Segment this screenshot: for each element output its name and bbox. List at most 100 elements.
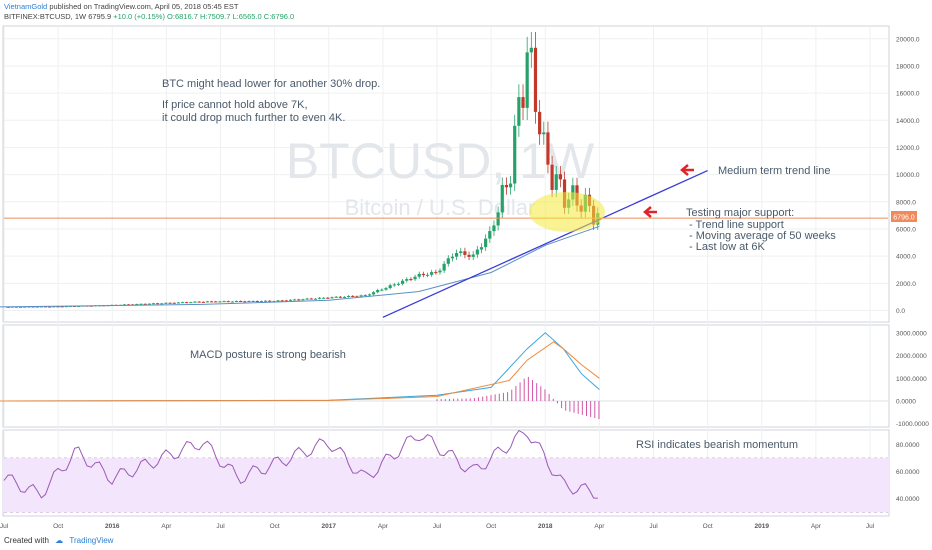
signal-line — [0, 341, 600, 402]
candle-down — [226, 301, 230, 303]
macd-panel — [2, 324, 890, 428]
annotation-support-1: - Trend line support — [689, 219, 784, 231]
candle-down — [546, 132, 550, 165]
candle-up — [222, 301, 226, 303]
price-tag-label: 6796.0 — [893, 215, 915, 222]
candle-up — [513, 125, 517, 184]
macd-tick-label: -1000.0000 — [896, 421, 929, 428]
macd-tick-label: 0.0000 — [896, 399, 916, 406]
candle-up — [380, 289, 384, 291]
candle-up — [147, 303, 151, 305]
candle-down — [172, 302, 176, 304]
candle-up — [305, 298, 309, 300]
candle-up — [454, 253, 459, 257]
candle-up — [500, 184, 504, 213]
candle-up — [293, 299, 297, 301]
candle-down — [521, 97, 525, 108]
price-tick-label: 2000.0 — [896, 281, 916, 288]
candle-down — [19, 306, 23, 308]
author-name[interactable]: VietnamGold — [4, 2, 48, 11]
candle-up — [301, 299, 305, 301]
candle-up — [151, 303, 156, 305]
candle-down — [558, 174, 562, 180]
annotation-support-title: Testing major support: — [686, 207, 794, 219]
candle-up — [396, 283, 401, 285]
price-tick-label: 12000.0 — [896, 145, 920, 152]
candle-up — [450, 256, 455, 259]
last-price: 6795.9 — [88, 12, 112, 21]
candle-up — [479, 247, 484, 250]
candle-up — [247, 301, 251, 303]
candle-up — [471, 254, 475, 257]
candle-up — [139, 303, 143, 305]
arrow-left-icon[interactable] — [643, 206, 657, 218]
candle-up — [417, 273, 421, 277]
candle-up — [359, 295, 363, 297]
published-info: published on TradingView.com, April 05, … — [49, 2, 239, 11]
candle-up — [401, 280, 405, 284]
candle-up — [517, 97, 521, 126]
candle-up — [230, 301, 234, 303]
candle-up — [442, 263, 446, 271]
candle-down — [504, 184, 509, 188]
candle-up — [376, 290, 380, 293]
candle-down — [185, 302, 189, 304]
time-tick-label: Apr — [811, 523, 822, 530]
footer: Created with ☁ TradingView — [4, 536, 113, 545]
macd-tick-label: 1000.0000 — [896, 376, 927, 383]
candle-down — [463, 251, 467, 255]
time-tick-label: Jul — [216, 523, 225, 530]
candle-up — [425, 274, 430, 276]
candle-up — [554, 174, 558, 190]
candle-down — [297, 299, 301, 301]
rsi-band — [3, 458, 889, 513]
time-tick-label: 2018 — [538, 523, 553, 530]
time-tick-label: Apr — [378, 523, 389, 530]
candle-up — [64, 306, 68, 308]
price-tick-label: 20000.0 — [896, 36, 920, 43]
candle-up — [334, 296, 338, 298]
price-change: +10.0 (+0.15%) — [113, 12, 165, 21]
tradingview-logo-icon[interactable]: ☁ — [55, 536, 64, 545]
macd-axis: 3000.0000 2000.0000 1000.0000 0.0000 -1000.0… — [896, 330, 929, 428]
candle-up — [388, 285, 392, 289]
rsi-line — [3, 429, 598, 499]
candle-down — [421, 273, 425, 276]
candle-down — [409, 279, 413, 281]
candle-up — [496, 212, 500, 226]
annotation-trend: Medium term trend line — [718, 165, 831, 177]
candle-up — [35, 306, 39, 308]
time-tick-label: 2016 — [105, 523, 120, 530]
support-ellipse[interactable] — [529, 192, 605, 232]
candle-down — [143, 303, 147, 305]
rsi-tick-label: 60.0000 — [896, 469, 920, 476]
candle-up — [446, 258, 450, 264]
chart-header: VietnamGold published on TradingView.com… — [4, 2, 294, 22]
candle-up — [288, 299, 293, 301]
price-tick-label: 6000.0 — [896, 226, 916, 233]
trend-line[interactable] — [382, 169, 708, 318]
candle-up — [135, 304, 139, 306]
footer-created: Created with — [4, 536, 49, 545]
candle-up — [313, 298, 318, 300]
arrow-left-icon[interactable] — [680, 164, 694, 176]
footer-brand[interactable]: TradingView — [69, 536, 114, 545]
grid-lines — [3, 27, 888, 515]
time-tick-label: Apr — [161, 523, 172, 530]
symbol-label: BITFINEX:BTCUSD, 1W — [4, 12, 87, 21]
ohlc-values: O:6816.7 H:7509.7 L:6565.0 C:6796.0 — [167, 12, 295, 21]
candle-up — [367, 294, 371, 296]
candle-up — [542, 132, 546, 135]
candle-down — [284, 300, 288, 302]
candle-up — [347, 295, 351, 297]
rsi-tick-label: 80.0000 — [896, 442, 920, 449]
candle-up — [180, 302, 185, 304]
candle-down — [210, 301, 214, 303]
candle-down — [168, 302, 172, 304]
annotation-rsi: RSI indicates bearish momentum — [636, 439, 798, 451]
candle-up — [77, 305, 81, 307]
time-tick-label: Jul — [433, 523, 442, 530]
price-axis: 20000.0 18000.0 16000.0 14000.0 12000.0 10000… — [896, 36, 920, 315]
candle-up — [52, 306, 56, 308]
